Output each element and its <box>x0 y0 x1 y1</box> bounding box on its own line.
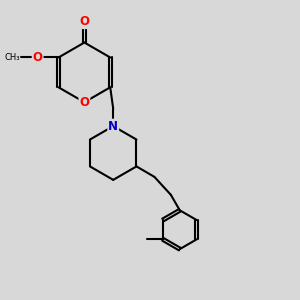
Text: CH₃: CH₃ <box>4 53 20 62</box>
Text: N: N <box>108 120 118 133</box>
Text: O: O <box>33 51 43 64</box>
Text: O: O <box>80 15 89 28</box>
Text: O: O <box>80 96 89 109</box>
